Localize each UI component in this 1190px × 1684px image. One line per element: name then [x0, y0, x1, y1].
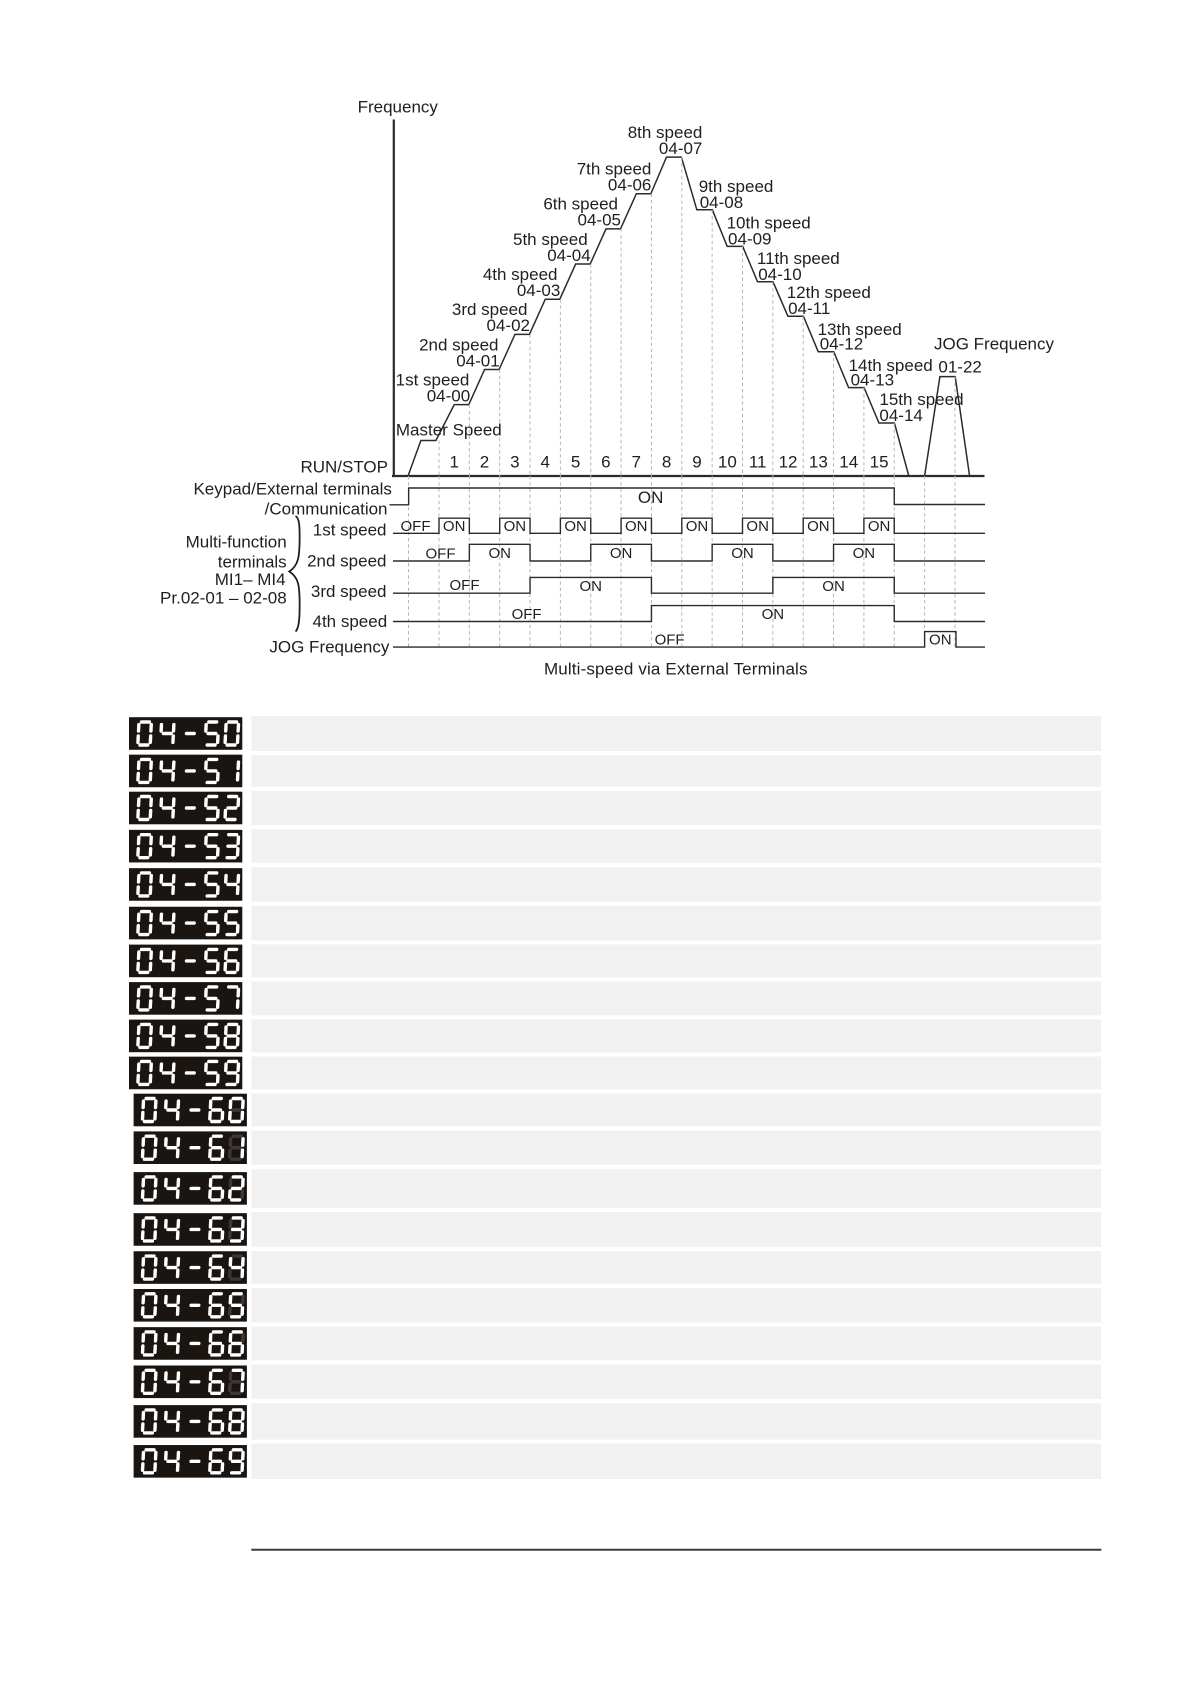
svg-text:Frequency: Frequency [358, 98, 439, 117]
svg-text:04-05: 04-05 [578, 211, 621, 230]
svg-text:2nd speed: 2nd speed [419, 335, 498, 354]
svg-text:Pr.02-01 – 02-08: Pr.02-01 – 02-08 [160, 588, 287, 607]
svg-text:OFF: OFF [450, 577, 480, 594]
svg-text:ON: ON [822, 578, 845, 595]
svg-text:8th speed: 8th speed [628, 123, 703, 142]
svg-text:9: 9 [692, 452, 701, 471]
svg-text:ON: ON [504, 518, 527, 535]
svg-text:10: 10 [718, 452, 737, 471]
svg-text:04-02: 04-02 [487, 316, 530, 335]
svg-text:ON: ON [488, 545, 511, 562]
svg-text:11: 11 [749, 452, 767, 471]
svg-text:2nd speed: 2nd speed [307, 551, 386, 570]
svg-text:14th speed: 14th speed [849, 356, 933, 375]
svg-text:3rd speed: 3rd speed [452, 300, 528, 319]
svg-text:04-00: 04-00 [427, 387, 470, 406]
svg-text:ON: ON [929, 632, 952, 649]
svg-text:OFF: OFF [512, 606, 542, 623]
svg-text:04-08: 04-08 [700, 193, 743, 212]
svg-text:MI1– MI4: MI1– MI4 [215, 570, 286, 589]
svg-text:04-01: 04-01 [456, 351, 499, 370]
svg-text:10th speed: 10th speed [727, 213, 811, 232]
svg-text:13th speed: 13th speed [818, 320, 902, 339]
svg-text:04-04: 04-04 [547, 246, 590, 265]
svg-text:5th speed: 5th speed [513, 230, 588, 249]
svg-text:ON: ON [762, 606, 785, 623]
svg-text:ON: ON [807, 518, 830, 535]
svg-text:Multi-function: Multi-function [186, 533, 287, 552]
svg-text:6: 6 [601, 452, 610, 471]
svg-text:7: 7 [632, 452, 641, 471]
svg-text:04-14: 04-14 [879, 406, 922, 425]
svg-text:1st speed: 1st speed [313, 521, 387, 540]
svg-text:04-03: 04-03 [517, 281, 560, 300]
svg-text:JOG Frequency: JOG Frequency [934, 335, 1054, 354]
svg-text:1: 1 [449, 452, 458, 471]
svg-text:OFF: OFF [426, 545, 456, 562]
svg-text:ON: ON [731, 545, 754, 562]
svg-text:ON: ON [564, 518, 587, 535]
svg-text:ON: ON [443, 518, 466, 535]
svg-text:4th speed: 4th speed [313, 612, 388, 631]
svg-text:04-13: 04-13 [851, 371, 894, 390]
svg-text:3: 3 [510, 452, 519, 471]
svg-text:Multi-speed via External Termi: Multi-speed via External Terminals [544, 660, 808, 679]
svg-text:04-10: 04-10 [758, 265, 801, 284]
svg-text:04-12: 04-12 [820, 335, 863, 354]
svg-text:ON: ON [580, 578, 603, 595]
svg-text:Master Speed: Master Speed [396, 421, 502, 440]
svg-text:12th speed: 12th speed [787, 283, 871, 302]
svg-text:5: 5 [571, 452, 580, 471]
svg-text:04-07: 04-07 [659, 139, 702, 158]
svg-text:1st speed: 1st speed [396, 371, 470, 390]
svg-text:14: 14 [839, 452, 858, 471]
svg-text:OFF: OFF [401, 518, 431, 535]
svg-text:ON: ON [686, 518, 709, 535]
svg-text:JOG Frequency: JOG Frequency [269, 638, 389, 657]
svg-text:RUN/STOP: RUN/STOP [300, 457, 388, 476]
svg-text:9th speed: 9th speed [699, 177, 774, 196]
svg-text:4th speed: 4th speed [483, 265, 558, 284]
svg-text:/Communication: /Communication [265, 500, 388, 519]
svg-text:ON: ON [868, 518, 891, 535]
svg-text:3rd speed: 3rd speed [311, 582, 387, 601]
svg-text:ON: ON [746, 518, 769, 535]
svg-text:8: 8 [662, 452, 671, 471]
svg-text:15: 15 [870, 452, 889, 471]
svg-text:04-06: 04-06 [608, 176, 651, 195]
svg-text:ON: ON [610, 545, 633, 562]
svg-text:12: 12 [779, 452, 798, 471]
svg-text:terminals: terminals [218, 552, 287, 571]
svg-text:7th speed: 7th speed [577, 160, 652, 179]
svg-text:OFF: OFF [655, 631, 685, 648]
svg-text:11th speed: 11th speed [757, 249, 840, 268]
svg-text:01-22: 01-22 [938, 358, 981, 377]
svg-text:04-11: 04-11 [788, 299, 830, 318]
svg-text:ON: ON [853, 545, 876, 562]
svg-text:4: 4 [540, 452, 549, 471]
svg-text:ON: ON [638, 488, 664, 507]
svg-text:6th speed: 6th speed [543, 195, 618, 214]
svg-text:04-09: 04-09 [728, 229, 771, 248]
svg-text:ON: ON [625, 518, 648, 535]
svg-text:13: 13 [809, 452, 828, 471]
svg-text:15th speed: 15th speed [879, 390, 963, 409]
svg-text:2: 2 [480, 452, 489, 471]
svg-text:Keypad/External terminals: Keypad/External terminals [193, 480, 391, 499]
